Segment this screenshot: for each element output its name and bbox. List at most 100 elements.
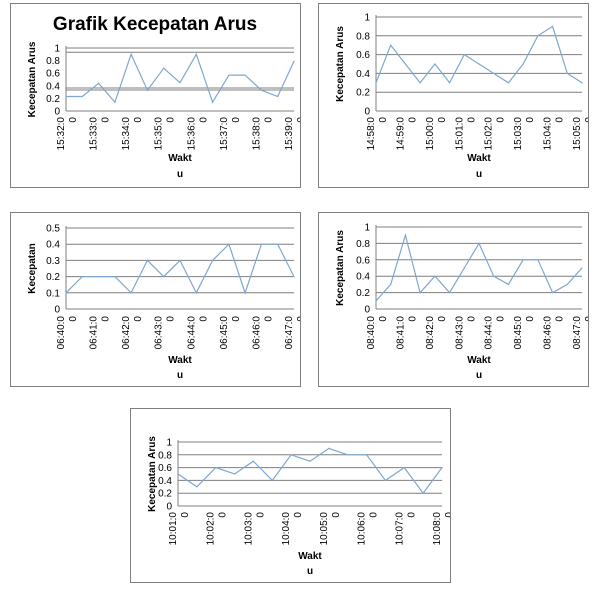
svg-text:0: 0 [407, 117, 418, 123]
data-point-3-3 [114, 276, 116, 278]
data-point-2-9 [507, 82, 510, 84]
svg-text:08:42:0: 08:42:0 [425, 316, 436, 350]
data-point-2-1 [390, 44, 392, 46]
data-point-3-10 [228, 243, 230, 245]
data-point-2-11 [537, 35, 539, 37]
svg-text:08:44:0: 08:44:0 [484, 316, 495, 350]
data-point-3-12 [260, 243, 263, 245]
svg-text:0: 0 [198, 316, 209, 322]
x-tick-label-3-4: 06:44:0 0 [186, 316, 209, 350]
data-point-5-3 [233, 473, 236, 475]
y-tick-label-1-4: 0.8 [46, 56, 60, 67]
data-point-4-1 [390, 283, 392, 285]
y-axis-label-4: Kecepatan Arus [335, 230, 346, 306]
svg-text:15:38:0: 15:38:0 [251, 117, 262, 151]
svg-text:0: 0 [525, 316, 536, 322]
svg-text:06:41:0: 06:41:0 [89, 316, 100, 350]
x-tick-label-2-3: 15:01:0 0 [454, 117, 477, 151]
y-axis-label-5: Kecepatan Arus [147, 436, 158, 512]
x-tick-label-3-2: 06:42:0 0 [121, 316, 144, 350]
x-tick-label-4-2: 08:42:0 0 [425, 316, 448, 350]
svg-text:14:58:0: 14:58:0 [366, 117, 377, 151]
x-tick-label-4-7: 08:47:00 [572, 316, 588, 350]
y-tick-label-3-2: 0.2 [46, 272, 60, 283]
data-point-4-11 [537, 259, 539, 261]
svg-text:0: 0 [166, 316, 177, 322]
y-tick-label-1-5: 1 [54, 44, 60, 55]
x-tick-label-1-5: 15:37:0 0 [219, 117, 242, 151]
data-point-4-3 [419, 292, 421, 294]
y-tick-label-5-5: 1 [166, 438, 172, 449]
svg-text:06:42:0: 06:42:0 [121, 316, 132, 350]
y-tick-label-5-2: 0.4 [158, 476, 172, 487]
svg-text:0: 0 [369, 512, 380, 518]
y-tick-label-4-2: 0.4 [356, 272, 370, 283]
data-point-5-10 [365, 454, 368, 456]
data-point-3-7 [179, 259, 181, 261]
x-tick-label-3-3: 06:43:0 0 [154, 316, 177, 350]
data-point-4-2 [404, 234, 407, 236]
svg-text:0: 0 [101, 117, 112, 123]
svg-text:08:47:0: 08:47:0 [572, 316, 583, 350]
svg-text:15:00:0: 15:00:0 [425, 117, 436, 151]
y-tick-label-5-3: 0.6 [158, 463, 172, 474]
svg-text:0: 0 [293, 512, 304, 518]
x-tick-label-5-5: 10:06:0 0 [357, 512, 380, 546]
svg-text:0: 0 [133, 117, 144, 123]
data-point-4-12 [551, 292, 554, 294]
data-point-2-6 [463, 54, 465, 56]
x-tick-label-5-0: 10:01:0 0 [168, 512, 191, 546]
data-point-2-10 [522, 63, 524, 65]
svg-text:15:01:0: 15:01:0 [454, 117, 465, 151]
y-tick-label-1-1: 0.2 [46, 94, 60, 105]
data-point-5-13 [422, 492, 424, 494]
svg-text:0: 0 [525, 117, 536, 123]
chart-panel-1: 0 0.2 0.4 0.6 0.8 1 15:32:0 0 15:33:0 0 15:34:0 0 15… [10, 3, 301, 188]
svg-text:15:35:0: 15:35:0 [154, 117, 165, 151]
x-tick-label-4-6: 08:46:0 0 [543, 316, 566, 350]
data-point-3-1 [81, 276, 83, 278]
x-tick-label-1-4: 15:36:0 0 [186, 117, 209, 151]
data-point-1-7 [179, 82, 181, 84]
svg-text:0: 0 [496, 117, 507, 123]
svg-text:15:02:0: 15:02:0 [484, 117, 495, 151]
data-point-2-13 [566, 72, 568, 74]
chart-panel-3: 0 0.1 0.2 0.3 0.4 0.5 06:40:0 0 06:41:0 0 06:42:0 0… [10, 212, 301, 387]
svg-text:0: 0 [444, 512, 450, 518]
svg-text:0: 0 [378, 316, 389, 322]
svg-text:0: 0 [466, 117, 477, 123]
y-tick-label-2-3: 0.6 [356, 50, 370, 61]
x-axis-label-1: Wakt [168, 153, 192, 164]
y-axis-label-1: Kecepatan Arus [27, 41, 38, 117]
svg-text:14:59:0: 14:59:0 [395, 117, 406, 151]
chart-svg-3: 00.10.20.30.40.506:40:0 0 06:41:0 0 06:42:0 0… [27, 224, 300, 382]
y-tick-label-3-4: 0.4 [46, 240, 60, 251]
data-point-3-13 [277, 243, 279, 245]
svg-text:15:04:0: 15:04:0 [543, 117, 554, 151]
svg-text:0: 0 [296, 316, 300, 322]
svg-text:0: 0 [68, 316, 79, 322]
data-point-1-5 [146, 89, 149, 91]
svg-text:0: 0 [231, 316, 242, 322]
svg-text:06:44:0: 06:44:0 [186, 316, 197, 350]
y-tick-label-4-5: 1 [364, 223, 370, 234]
data-point-1-2 [97, 82, 100, 84]
svg-text:0: 0 [555, 117, 566, 123]
svg-text:10:06:0: 10:06:0 [357, 512, 368, 546]
svg-text:15:36:0: 15:36:0 [186, 117, 197, 151]
svg-text:10:01:0: 10:01:0 [168, 512, 179, 546]
y-tick-label-3-5: 0.5 [46, 224, 60, 235]
y-tick-label-2-1: 0.2 [356, 88, 370, 99]
y-tick-label-5-1: 0.2 [158, 489, 172, 500]
x-tick-label-2-0: 14:58:0 0 [366, 117, 389, 151]
data-point-2-2 [404, 63, 407, 65]
x-tick-label-4-4: 08:44:0 0 [484, 316, 507, 350]
series-line-3 [65, 243, 295, 295]
x-axis-label-2: Wakt [467, 153, 491, 164]
svg-text:0: 0 [584, 316, 588, 322]
data-point-5-1 [196, 486, 198, 488]
data-point-3-8 [195, 292, 197, 294]
x-axis-label-4: Wakt [467, 355, 491, 366]
data-point-1-4 [130, 53, 132, 55]
